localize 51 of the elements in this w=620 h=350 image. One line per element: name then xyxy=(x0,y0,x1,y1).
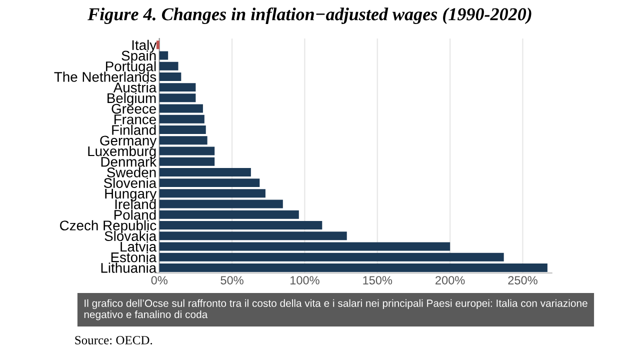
y-tick-label: Sweden xyxy=(107,167,156,178)
bar xyxy=(159,232,347,240)
y-tick-label: Ireland xyxy=(115,198,156,210)
bar xyxy=(159,242,450,251)
y-tick-label: Portugal xyxy=(106,61,156,74)
y-tick-label: Finland xyxy=(112,124,156,135)
y-tick-label: Poland xyxy=(114,210,156,220)
bar xyxy=(159,136,208,145)
chart-title: Figure 4. Changes in inflation−adjusted wages (1990-2020) xyxy=(88,7,532,24)
y-tick-label: Denmark xyxy=(101,156,157,167)
x-tick-label: 150% xyxy=(363,276,392,284)
y-tick-label: Lithuania xyxy=(101,262,157,273)
y-tick-label: Latvia xyxy=(120,241,157,252)
y-tick-label: Luxemburg xyxy=(88,146,156,159)
y-tick-label: Estonia xyxy=(111,252,157,262)
y-tick-label: Hungary xyxy=(105,188,157,202)
text: Il grafico dell’Ocse sul raffronto tra il costo della vita e i salari nei principali Paesi europei: Italia con variazione negativo e fanalino di coda xyxy=(84,299,588,320)
x-tick-label: 0% xyxy=(151,276,168,284)
bar xyxy=(159,104,203,113)
y-tick-label: Italy xyxy=(132,40,157,53)
bar xyxy=(159,146,215,156)
source-note: Source: OECD. xyxy=(75,336,152,344)
bar xyxy=(159,263,548,272)
x-tick-label: 250% xyxy=(508,276,538,284)
x-tick-label: 100% xyxy=(290,276,320,284)
bar xyxy=(159,221,322,230)
y-tick-label: The Netherlands xyxy=(54,72,156,82)
x-tick-label: 200% xyxy=(436,276,465,284)
bar xyxy=(159,210,299,219)
y-tick-label: Belgium xyxy=(108,92,156,106)
y-tick-label: Germany xyxy=(100,136,157,148)
bar xyxy=(159,62,178,70)
bar xyxy=(159,189,266,198)
bar xyxy=(159,83,196,92)
bar xyxy=(159,51,168,60)
bar xyxy=(159,200,283,208)
bar xyxy=(159,114,204,124)
y-tick-label: France xyxy=(114,114,156,124)
bar xyxy=(159,168,251,176)
bar xyxy=(159,178,260,188)
x-tick-label: 50% xyxy=(220,276,244,284)
y-tick-label: Greece xyxy=(112,104,156,114)
bar xyxy=(159,126,206,134)
bar xyxy=(159,72,182,81)
bar xyxy=(159,157,215,166)
y-tick-label: Spain xyxy=(122,50,156,64)
bar xyxy=(156,40,160,50)
y-tick-label: Slovenia xyxy=(104,178,157,188)
bar xyxy=(159,252,504,262)
bar xyxy=(159,94,196,102)
y-tick-label: Austria xyxy=(113,82,157,92)
